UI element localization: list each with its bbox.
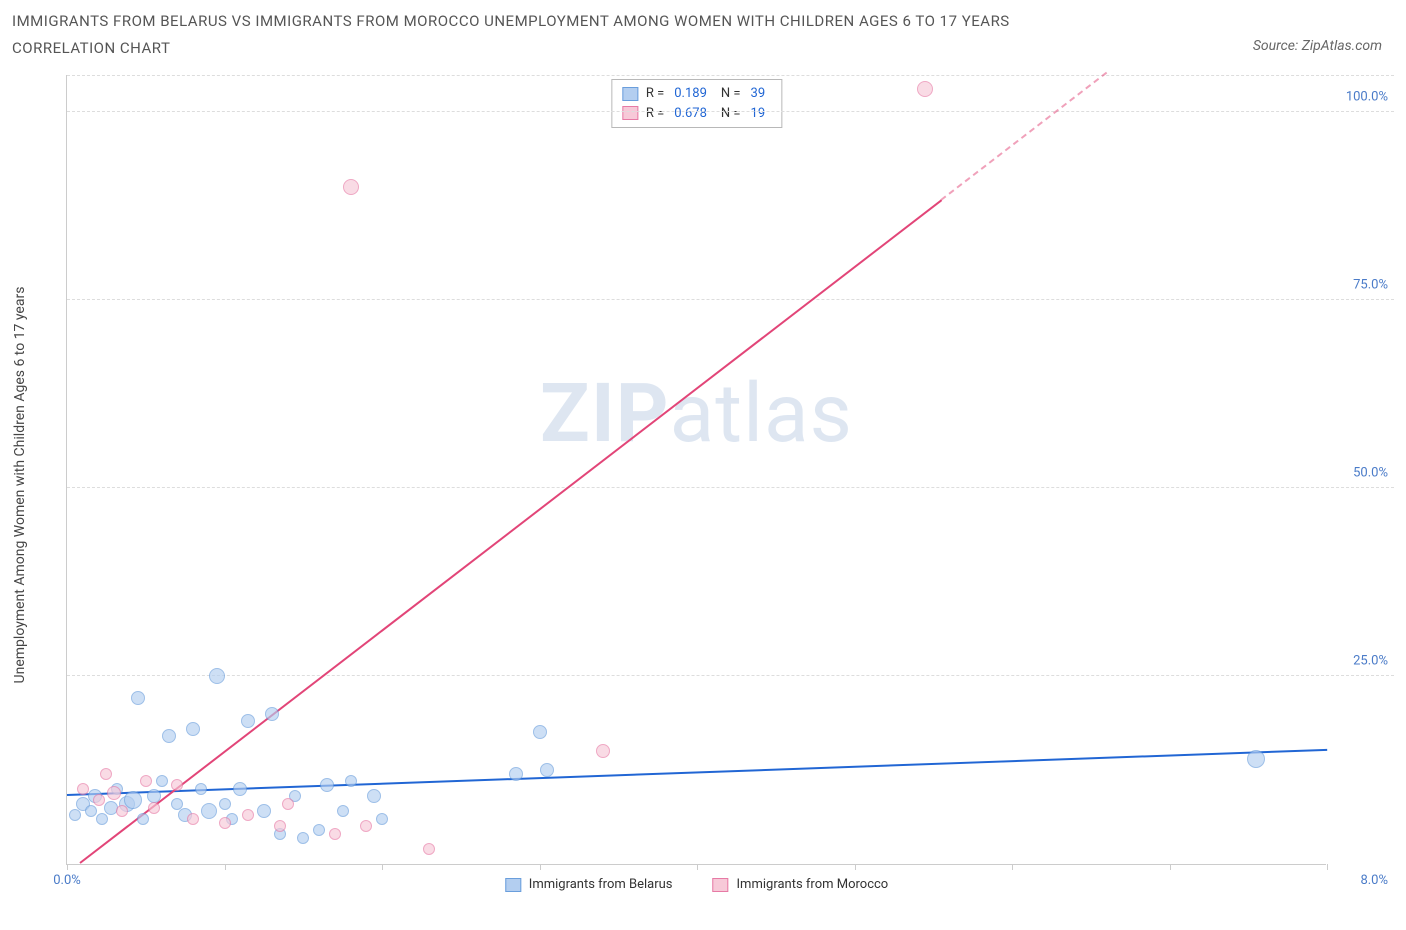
grid-line (67, 75, 1394, 76)
data-point (241, 714, 255, 728)
x-tick (855, 864, 856, 870)
data-point (85, 805, 97, 817)
grid-line (67, 299, 1394, 300)
x-tick (1012, 864, 1013, 870)
data-point (187, 813, 199, 825)
x-tick (540, 864, 541, 870)
chart-title: IMMIGRANTS FROM BELARUS VS IMMIGRANTS FR… (12, 8, 1102, 62)
data-point (156, 775, 168, 787)
data-point (100, 768, 112, 780)
data-point (140, 775, 152, 787)
data-point (345, 775, 357, 787)
data-point (93, 794, 105, 806)
swatch-belarus (505, 878, 521, 892)
x-tick (67, 864, 68, 870)
data-point (186, 722, 200, 736)
correlation-legend: R = 0.189 N = 39 R = 0.678 N = 19 (611, 79, 782, 128)
data-point (209, 668, 225, 684)
y-tick-label: 75.0% (1353, 277, 1388, 292)
data-point (148, 802, 160, 814)
y-tick-label: 100.0% (1346, 89, 1388, 104)
data-point (219, 798, 231, 810)
data-point (367, 789, 381, 803)
data-point (282, 798, 294, 810)
data-point (274, 820, 286, 832)
data-point (195, 783, 207, 795)
x-tick (697, 864, 698, 870)
data-point (171, 779, 183, 791)
data-point (201, 803, 217, 819)
data-point (124, 791, 142, 809)
data-point (313, 824, 325, 836)
y-tick-label: 25.0% (1353, 653, 1388, 668)
data-point (337, 805, 349, 817)
data-point (265, 707, 279, 721)
legend-item-morocco: Immigrants from Morocco (713, 877, 889, 892)
trend-line-dash-1 (941, 72, 1108, 201)
data-point (297, 832, 309, 844)
trend-line-0 (67, 749, 1327, 796)
data-point (1247, 750, 1265, 768)
x-tick (225, 864, 226, 870)
source-attribution: Source: ZipAtlas.com (1253, 38, 1382, 54)
data-point (219, 817, 231, 829)
data-point (131, 691, 145, 705)
series-legend: Immigrants from Belarus Immigrants from … (505, 877, 888, 892)
plot-area: ZIPatlas R = 0.189 N = 39 R = 0.678 N = … (66, 75, 1326, 865)
x-tick-label: 8.0% (1360, 873, 1388, 888)
data-point (116, 805, 128, 817)
swatch-morocco (713, 878, 729, 892)
y-tick-label: 50.0% (1353, 465, 1388, 480)
y-axis-label: Unemployment Among Women with Children A… (12, 287, 28, 684)
data-point (162, 729, 176, 743)
grid-line (67, 487, 1394, 488)
data-point (233, 782, 247, 796)
data-point (343, 179, 359, 195)
legend-row-morocco: R = 0.678 N = 19 (622, 104, 771, 124)
data-point (596, 744, 610, 758)
data-point (69, 809, 81, 821)
x-tick (1327, 864, 1328, 870)
data-point (257, 804, 271, 818)
legend-row-belarus: R = 0.189 N = 39 (622, 84, 771, 104)
data-point (320, 778, 334, 792)
grid-line (67, 111, 1394, 112)
grid-line (67, 675, 1394, 676)
data-point (533, 725, 547, 739)
data-point (423, 843, 435, 855)
data-point (77, 783, 89, 795)
data-point (242, 809, 254, 821)
data-point (540, 763, 554, 777)
data-point (360, 820, 372, 832)
data-point (107, 786, 121, 800)
data-point (917, 81, 933, 97)
legend-item-belarus: Immigrants from Belarus (505, 877, 673, 892)
swatch-belarus (622, 87, 638, 101)
data-point (137, 813, 149, 825)
x-tick-label: 0.0% (53, 873, 81, 888)
data-point (329, 828, 341, 840)
data-point (509, 767, 523, 781)
x-tick (1170, 864, 1171, 870)
data-point (376, 813, 388, 825)
x-tick (382, 864, 383, 870)
watermark: ZIPatlas (540, 366, 853, 462)
scatter-chart: Unemployment Among Women with Children A… (48, 75, 1394, 895)
data-point (96, 813, 108, 825)
swatch-morocco (622, 106, 638, 120)
